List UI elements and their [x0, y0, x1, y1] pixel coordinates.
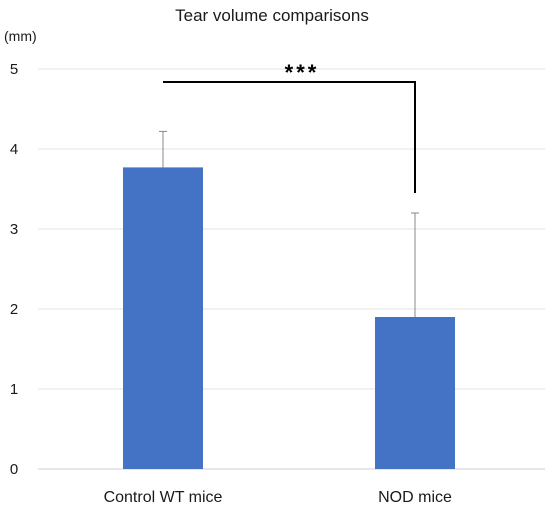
significance-line [163, 81, 416, 193]
gridlines [38, 68, 545, 470]
significance-label: *** [285, 60, 320, 85]
bar [123, 167, 203, 469]
y-axis-unit-label: (mm) [4, 28, 37, 44]
significance-bracket: *** [163, 60, 416, 193]
y-tick-label: 1 [10, 381, 18, 398]
bar [375, 317, 455, 469]
y-tick-label: 3 [10, 221, 18, 238]
y-tick-label: 4 [10, 141, 18, 158]
y-tick-label: 2 [10, 301, 18, 318]
y-axis-ticks: 0 1 2 3 4 5 [10, 61, 18, 478]
x-axis-labels: Control WT mice NOD mice [104, 489, 452, 506]
x-category-label: Control WT mice [104, 489, 223, 506]
x-category-label: NOD mice [378, 489, 452, 506]
y-tick-label: 0 [10, 461, 18, 478]
chart-title: Tear volume comparisons [175, 6, 369, 25]
bars [123, 167, 455, 469]
y-tick-label: 5 [10, 61, 18, 78]
error-bars [159, 130, 419, 317]
